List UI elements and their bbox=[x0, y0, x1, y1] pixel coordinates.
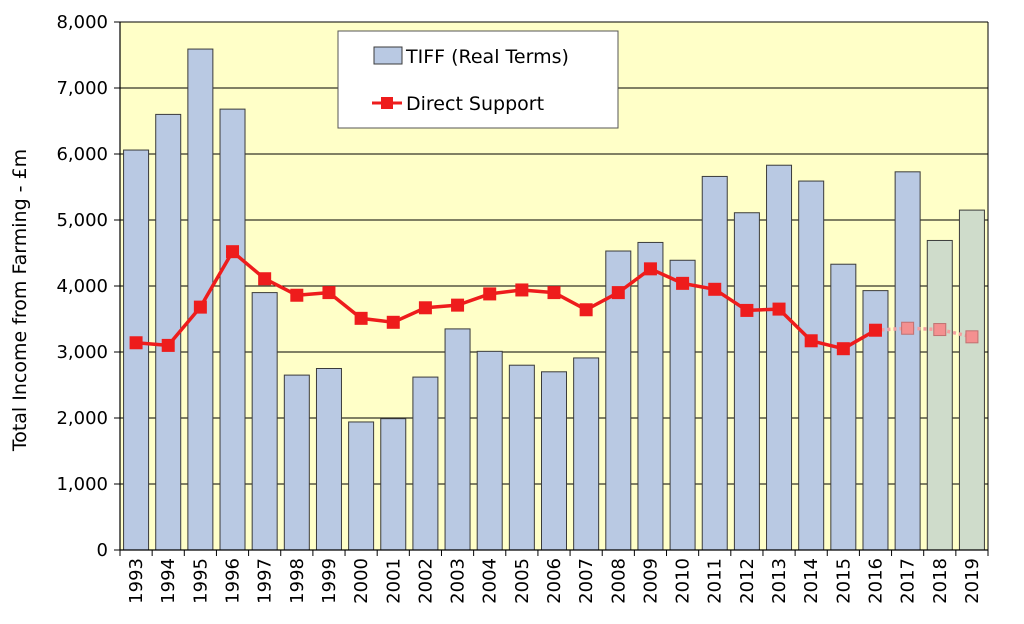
bar-2008 bbox=[605, 250, 632, 551]
direct-support-point-2016 bbox=[868, 323, 882, 337]
x-tick-label: 1995 bbox=[190, 558, 211, 604]
bar-2002 bbox=[412, 376, 439, 551]
x-tick-label: 1994 bbox=[158, 558, 179, 604]
x-tick-label: 2011 bbox=[705, 558, 726, 604]
direct-support-point-2002 bbox=[418, 301, 432, 315]
x-tick-label: 2005 bbox=[512, 558, 533, 604]
direct-support-line-projected bbox=[875, 326, 973, 339]
bar-1999 bbox=[315, 368, 342, 551]
bar-1997 bbox=[251, 292, 278, 551]
direct-support-point-2004 bbox=[483, 287, 497, 301]
x-tick-label: 2008 bbox=[608, 558, 629, 604]
direct-support-point-2012 bbox=[740, 303, 754, 317]
direct-support-point-1993 bbox=[129, 336, 143, 350]
x-tick-label: 1996 bbox=[223, 558, 244, 604]
x-tick-label: 2017 bbox=[898, 558, 919, 604]
direct-support-point-2010 bbox=[676, 276, 690, 290]
bar-2013 bbox=[766, 164, 793, 551]
y-tick-label: 2,000 bbox=[56, 408, 108, 429]
direct-support-point-2019 bbox=[965, 330, 979, 344]
bar-2014 bbox=[798, 180, 825, 551]
x-tick-label: 1993 bbox=[126, 558, 147, 604]
y-axis-title: Total Income from Farming - £m bbox=[9, 149, 31, 452]
bar-2004 bbox=[476, 350, 503, 551]
direct-support-point-1994 bbox=[161, 338, 175, 352]
bar-2010 bbox=[669, 259, 696, 551]
legend: TIFF (Real Terms) Direct Support bbox=[337, 30, 619, 129]
bar-2009 bbox=[637, 241, 664, 551]
direct-support-point-2007 bbox=[579, 303, 593, 317]
bar-1998 bbox=[283, 374, 310, 551]
x-tick-label: 2007 bbox=[576, 558, 597, 604]
x-tick-label: 2013 bbox=[769, 558, 790, 604]
direct-support-point-1997 bbox=[258, 272, 272, 286]
y-tick-label: 3,000 bbox=[56, 342, 108, 363]
bar-1996 bbox=[219, 108, 246, 551]
x-tick-label: 2010 bbox=[673, 558, 694, 604]
direct-support-point-2005 bbox=[515, 283, 529, 297]
direct-support-point-2013 bbox=[772, 302, 786, 316]
y-tick-label: 5,000 bbox=[56, 210, 108, 231]
legend-swatch-direct-support-marker bbox=[381, 97, 393, 109]
x-tick-label: 2014 bbox=[801, 558, 822, 604]
x-tick-label: 2003 bbox=[448, 558, 469, 604]
legend-label-tiff: TIFF (Real Terms) bbox=[405, 46, 569, 68]
bar-1994 bbox=[155, 113, 182, 551]
bar-2015 bbox=[830, 263, 857, 551]
y-tick-label: 8,000 bbox=[56, 12, 108, 33]
x-tick-label: 1998 bbox=[287, 558, 308, 604]
bar-2007 bbox=[573, 357, 600, 551]
y-tick-label: 6,000 bbox=[56, 144, 108, 165]
legend-label-direct-support: Direct Support bbox=[406, 93, 544, 115]
x-tick-label: 2015 bbox=[833, 558, 854, 604]
x-tick-label: 2006 bbox=[544, 558, 565, 604]
x-tick-label: 1999 bbox=[319, 558, 340, 604]
bar-2001 bbox=[380, 418, 407, 551]
bar-2017 bbox=[894, 171, 921, 551]
direct-support-point-2000 bbox=[354, 311, 368, 325]
bar-2000 bbox=[348, 421, 375, 551]
direct-support-point-2003 bbox=[451, 298, 465, 312]
direct-support-point-2011 bbox=[708, 282, 722, 296]
bar-2012 bbox=[733, 212, 760, 551]
legend-swatch-tiff bbox=[373, 46, 403, 65]
bar-2019 bbox=[958, 209, 985, 551]
direct-support-point-2018 bbox=[933, 323, 947, 337]
x-tick-label: 2001 bbox=[383, 558, 404, 604]
y-tick-label: 4,000 bbox=[56, 276, 108, 297]
direct-support-point-2014 bbox=[804, 334, 818, 348]
bar-2018 bbox=[926, 239, 953, 551]
y-tick-label: 1,000 bbox=[56, 474, 108, 495]
bar-2006 bbox=[541, 371, 567, 551]
direct-support-point-1999 bbox=[322, 286, 336, 300]
direct-support-point-1996 bbox=[226, 245, 240, 259]
bar-2005 bbox=[508, 364, 535, 551]
direct-support-point-2017 bbox=[901, 321, 915, 335]
direct-support-point-2015 bbox=[836, 342, 850, 356]
x-tick-label: 2009 bbox=[640, 558, 661, 604]
direct-support-point-2006 bbox=[547, 286, 561, 300]
x-tick-label: 2016 bbox=[865, 558, 886, 604]
direct-support-point-2009 bbox=[643, 262, 657, 276]
bar-2003 bbox=[444, 328, 471, 551]
x-tick-label: 2019 bbox=[962, 558, 983, 604]
x-tick-label: 1997 bbox=[255, 558, 276, 604]
x-tick-label: 2018 bbox=[930, 558, 951, 604]
y-tick-label: 7,000 bbox=[56, 78, 108, 99]
bar-1995 bbox=[187, 48, 214, 551]
bar-1993 bbox=[123, 149, 150, 551]
direct-support-point-1995 bbox=[193, 300, 207, 314]
x-tick-label: 2012 bbox=[737, 558, 758, 604]
x-tick-label: 2002 bbox=[415, 558, 436, 604]
bar-2011 bbox=[701, 175, 728, 551]
x-tick-label: 2000 bbox=[351, 558, 372, 604]
direct-support-point-2008 bbox=[611, 286, 625, 300]
direct-support-point-2001 bbox=[386, 315, 400, 329]
direct-support-point-1998 bbox=[290, 288, 304, 302]
y-tick-label: 0 bbox=[97, 540, 108, 561]
x-tick-label: 2004 bbox=[480, 558, 501, 604]
